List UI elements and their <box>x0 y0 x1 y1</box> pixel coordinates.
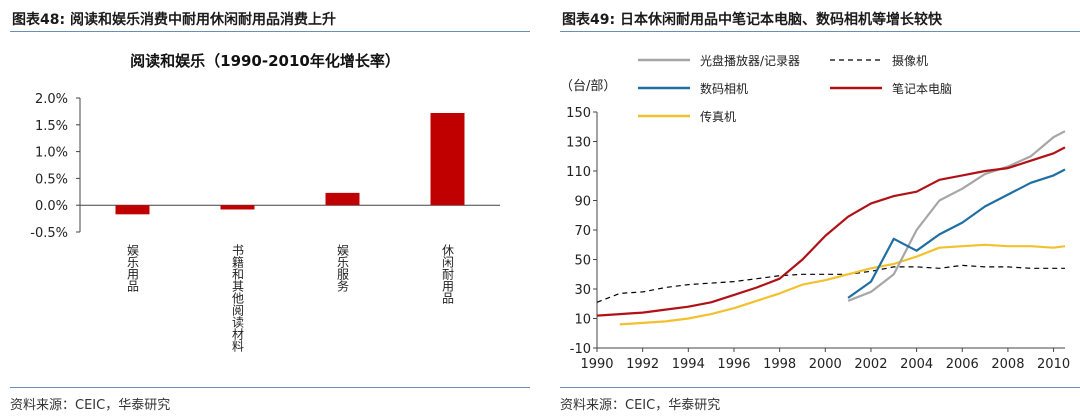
line-ytick-label: 110 <box>566 165 591 180</box>
left-figure-title: 图表48: 阅读和娱乐消费中耐用休闲耐用品消费上升 <box>12 12 336 28</box>
line-ytick-label: 150 <box>566 106 591 121</box>
bar-category-label: 休闲耐用品 <box>441 244 455 304</box>
bar-1 <box>115 205 150 215</box>
line-xtick-label: 1998 <box>763 357 796 372</box>
right-source-rule <box>560 387 1080 388</box>
line-xtick-label: 1992 <box>626 357 659 372</box>
legend-label-laptop: 笔记本电脑 <box>892 81 952 96</box>
line-xtick-label: 1990 <box>580 357 613 372</box>
bar-category-label: 娱乐用品 <box>126 244 140 292</box>
series-line-laptop <box>596 146 1066 317</box>
line-xtick-label: 2006 <box>946 357 979 372</box>
line-ytick-label: 90 <box>574 195 591 210</box>
legend-label-optical: 光盘播放器/记录器 <box>700 53 800 68</box>
right-figure-panel: 图表49: 日本休闲耐用品中笔记本电脑、数码相机等增长较快 （台/部） -10 1… <box>550 0 1080 418</box>
bar-ytick-label: 2.0% <box>35 92 68 107</box>
right-figure-title: 图表49: 日本休闲耐用品中笔记本电脑、数码相机等增长较快 <box>562 12 942 28</box>
bar-ytick-label: 0.0% <box>35 199 68 214</box>
right-title-rule <box>560 31 1080 32</box>
bar-chart-title: 阅读和娱乐（1990-2010年化增长率） <box>130 52 400 70</box>
line-xtick-label: 2002 <box>854 357 887 372</box>
left-source: 资料来源：CEIC，华泰研究 <box>10 398 171 413</box>
line-ytick-label: -10 <box>570 342 591 357</box>
series-line-camcorder <box>596 264 1065 303</box>
line-ytick-label: 30 <box>574 283 591 298</box>
bar-4 <box>430 113 465 206</box>
line-chart: （台/部） -10 10 30 50 70 90 110 130 150 1990 1992 1994… <box>560 53 1070 372</box>
series-line-optical <box>847 130 1066 302</box>
line-ytick-label: 130 <box>566 136 591 151</box>
bar-2 <box>220 205 255 210</box>
bar-ytick-label: -0.5% <box>30 226 68 241</box>
line-xtick-label: 1996 <box>717 357 750 372</box>
line-ytick-label: 70 <box>574 224 591 239</box>
bar-ytick-label: 1.0% <box>35 146 68 161</box>
line-xtick-label: 2000 <box>809 357 842 372</box>
legend-label-fax: 传真机 <box>700 109 736 124</box>
right-source: 资料来源：CEIC，华泰研究 <box>560 398 721 413</box>
line-ytick-label: 10 <box>574 313 591 328</box>
line-xtick-label: 2008 <box>991 357 1024 372</box>
line-xtick-label: 1994 <box>672 357 705 372</box>
bar-3 <box>325 192 360 206</box>
bar-ytick-label: 0.5% <box>35 172 68 187</box>
series-line-digital-camera <box>847 168 1066 299</box>
legend-label-camcorder: 摄像机 <box>892 53 928 68</box>
y-unit-label: （台/部） <box>560 79 616 94</box>
bar-category-label: 书籍和其他阅读材料 <box>231 244 245 352</box>
bar-chart: 阅读和娱乐（1990-2010年化增长率） -0.5% 0.0% 0.5% 1.0% 1… <box>30 52 500 352</box>
left-source-rule <box>10 387 530 388</box>
line-ytick-label: 50 <box>574 254 591 269</box>
left-figure-panel: 图表48: 阅读和娱乐消费中耐用休闲耐用品消费上升 阅读和娱乐（1990-201… <box>0 0 530 418</box>
legend-label-digital-camera: 数码相机 <box>700 81 748 96</box>
series-line-fax <box>619 243 1066 326</box>
line-xtick-label: 2010 <box>1037 357 1070 372</box>
bar-category-label: 娱乐服务 <box>336 244 350 292</box>
bar-ytick-label: 1.5% <box>35 119 68 134</box>
left-title-rule <box>10 31 530 32</box>
line-xtick-label: 2004 <box>900 357 933 372</box>
